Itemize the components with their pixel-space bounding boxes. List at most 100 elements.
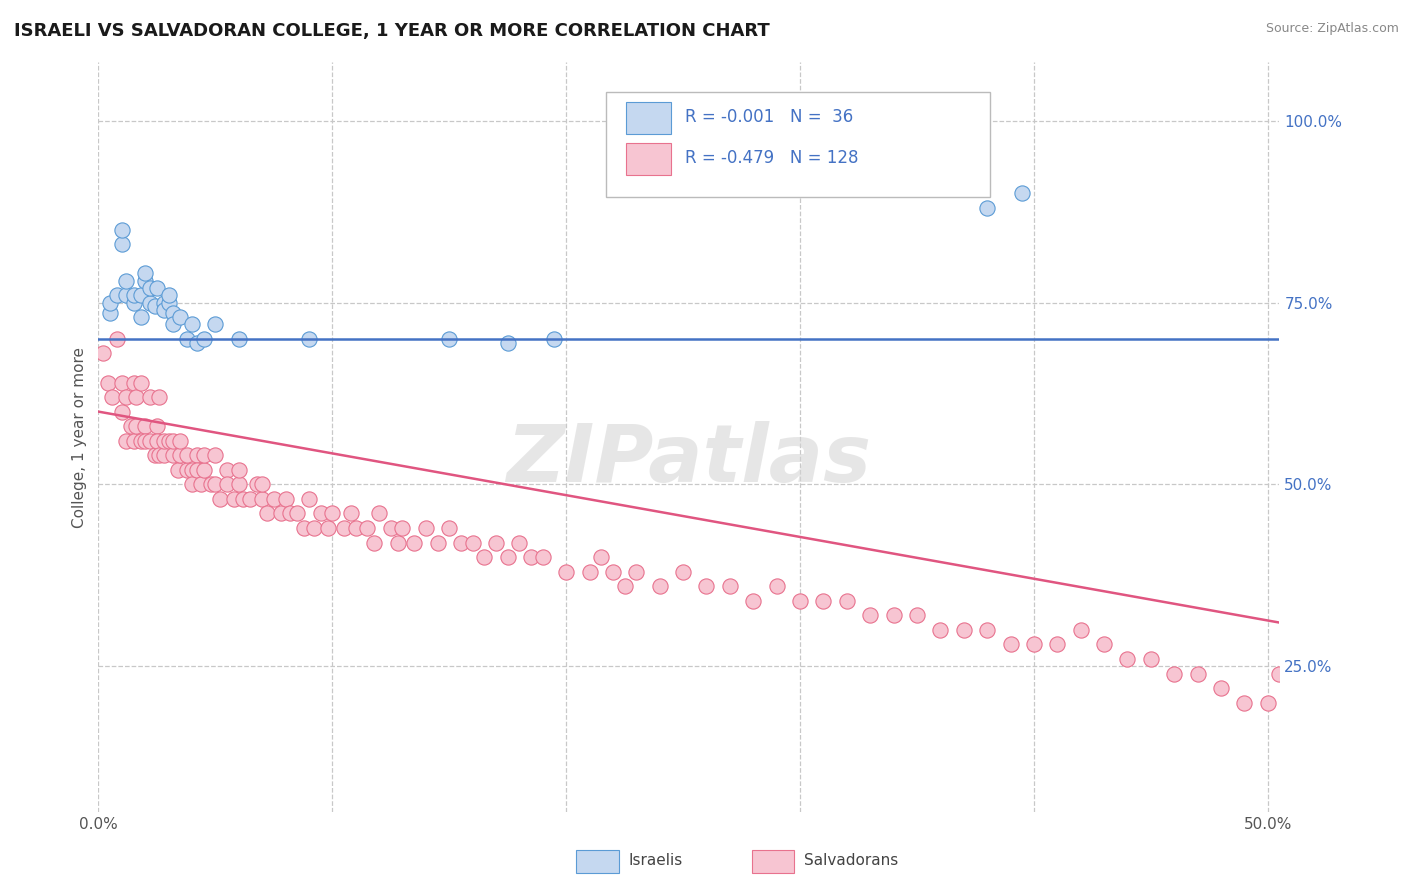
- Point: [718, 579, 741, 593]
- Point: [139, 281, 162, 295]
- Point: [169, 448, 191, 462]
- Point: [186, 448, 208, 462]
- Point: [613, 579, 636, 593]
- Point: [555, 565, 578, 579]
- Point: [1303, 724, 1326, 739]
- Point: [578, 565, 600, 579]
- Point: [143, 448, 166, 462]
- Point: [591, 550, 613, 565]
- Point: [134, 274, 156, 288]
- Point: [976, 201, 998, 215]
- Point: [302, 521, 325, 535]
- Point: [1279, 696, 1302, 710]
- Point: [309, 507, 332, 521]
- Point: [472, 550, 495, 565]
- Point: [531, 550, 554, 565]
- Point: [602, 565, 624, 579]
- Point: [97, 376, 120, 390]
- Text: Israelis: Israelis: [628, 854, 683, 868]
- Point: [356, 521, 378, 535]
- Point: [181, 477, 204, 491]
- Point: [905, 608, 928, 623]
- Point: [122, 288, 145, 302]
- Point: [835, 593, 858, 607]
- Point: [321, 507, 343, 521]
- Point: [695, 579, 717, 593]
- Point: [1292, 710, 1315, 724]
- Point: [1070, 623, 1092, 637]
- Point: [380, 521, 402, 535]
- Point: [496, 335, 519, 350]
- Point: [146, 419, 169, 434]
- Point: [157, 288, 180, 302]
- Point: [250, 491, 273, 506]
- Point: [368, 507, 391, 521]
- Point: [186, 463, 208, 477]
- Point: [1011, 186, 1033, 201]
- Point: [157, 295, 180, 310]
- Point: [952, 623, 974, 637]
- Point: [250, 477, 273, 491]
- Point: [508, 535, 530, 549]
- Point: [146, 434, 169, 448]
- Point: [228, 477, 250, 491]
- Point: [186, 335, 208, 350]
- Point: [274, 491, 297, 506]
- Point: [176, 448, 198, 462]
- Point: [672, 565, 695, 579]
- Point: [200, 477, 222, 491]
- Point: [98, 295, 121, 310]
- Point: [204, 477, 226, 491]
- Point: [111, 376, 134, 390]
- Point: [153, 448, 176, 462]
- Point: [1046, 637, 1069, 651]
- Point: [626, 565, 648, 579]
- Point: [162, 318, 184, 332]
- Point: [204, 318, 226, 332]
- Point: [139, 390, 162, 404]
- Point: [115, 390, 138, 404]
- Point: [190, 477, 212, 491]
- Point: [1233, 696, 1256, 710]
- Point: [193, 332, 215, 346]
- Point: [153, 434, 176, 448]
- Point: [340, 507, 363, 521]
- Point: [415, 521, 437, 535]
- Text: R = -0.479   N = 128: R = -0.479 N = 128: [685, 149, 859, 167]
- Point: [228, 463, 250, 477]
- Point: [256, 507, 278, 521]
- Point: [1140, 652, 1163, 666]
- Y-axis label: College, 1 year or more: College, 1 year or more: [72, 347, 87, 527]
- Point: [208, 491, 231, 506]
- Point: [292, 521, 315, 535]
- Text: ISRAELI VS SALVADORAN COLLEGE, 1 YEAR OR MORE CORRELATION CHART: ISRAELI VS SALVADORAN COLLEGE, 1 YEAR OR…: [14, 22, 770, 40]
- FancyBboxPatch shape: [606, 93, 990, 197]
- Point: [193, 448, 215, 462]
- Point: [1163, 666, 1185, 681]
- Point: [215, 463, 238, 477]
- Point: [115, 274, 138, 288]
- Point: [648, 579, 671, 593]
- Point: [129, 434, 152, 448]
- Point: [976, 623, 998, 637]
- Point: [134, 434, 156, 448]
- Point: [461, 535, 484, 549]
- Point: [162, 448, 184, 462]
- Point: [742, 593, 765, 607]
- Point: [1000, 637, 1022, 651]
- Point: [111, 223, 134, 237]
- Point: [232, 491, 254, 506]
- Point: [1268, 666, 1291, 681]
- Point: [1187, 666, 1209, 681]
- Point: [404, 535, 426, 549]
- Point: [270, 507, 292, 521]
- Point: [129, 376, 152, 390]
- Point: [239, 491, 262, 506]
- Point: [426, 535, 449, 549]
- Point: [167, 463, 190, 477]
- Point: [1092, 637, 1115, 651]
- Point: [122, 434, 145, 448]
- Point: [162, 434, 184, 448]
- Point: [813, 593, 835, 607]
- Point: [148, 448, 170, 462]
